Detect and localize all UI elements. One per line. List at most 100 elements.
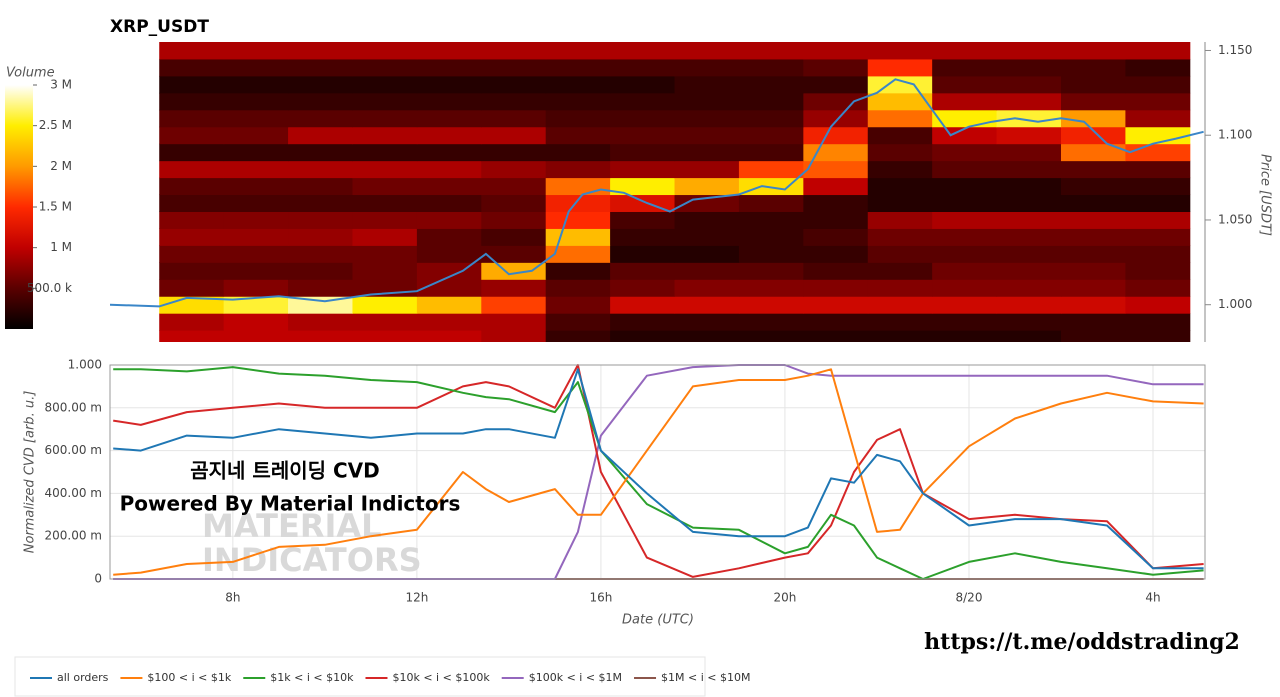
heat-cell [674, 42, 740, 60]
heat-cell [545, 211, 611, 229]
heat-cell [867, 211, 933, 229]
heat-cell [932, 42, 998, 60]
heat-cell [867, 58, 933, 77]
heat-cell [352, 245, 418, 263]
heat-cell [416, 92, 482, 111]
heat-cell [610, 262, 676, 280]
heat-cell [803, 279, 869, 297]
heat-cell [481, 194, 547, 212]
heat-cell [1060, 177, 1126, 196]
heat-cell [1125, 296, 1191, 314]
heat-cell [803, 92, 869, 111]
heat-cell [416, 58, 482, 77]
heat-cell [867, 177, 933, 196]
y-tick-label: 1.000 [68, 358, 102, 372]
heat-cell [159, 177, 225, 196]
x-tick-label: 12h [405, 591, 428, 605]
heat-cell [1125, 92, 1191, 111]
heat-cell [223, 296, 289, 314]
heat-cell [1125, 143, 1191, 162]
heat-cell [610, 143, 676, 162]
legend-label: $10k < i < $100k [392, 671, 490, 684]
heat-cell [223, 211, 289, 229]
heat-cell [416, 194, 482, 212]
heat-cell [288, 296, 353, 314]
heat-cell [1125, 211, 1191, 229]
heat-cell [1060, 245, 1126, 263]
heat-cell [416, 75, 482, 94]
heat-cell [996, 58, 1062, 77]
colorbar-tick-label: 3 M [50, 78, 72, 92]
heat-cell [1060, 92, 1126, 111]
heat-cell [932, 296, 998, 314]
legend-label: $1M < i < $10M [661, 671, 750, 684]
heat-cell [545, 330, 611, 342]
heat-cell [288, 109, 353, 128]
heat-cell [1125, 75, 1191, 94]
heat-cell [223, 330, 289, 342]
heat-cell [481, 143, 547, 162]
heat-cell [1060, 75, 1126, 94]
x-tick-label: 4h [1145, 591, 1160, 605]
heat-cell [223, 228, 289, 246]
heat-cell [545, 126, 611, 145]
heat-cell [996, 109, 1062, 128]
heat-cell [610, 177, 676, 196]
heat-cell [352, 92, 418, 111]
heat-cell [352, 109, 418, 128]
y-tick-label: 400.00 m [45, 486, 103, 500]
heat-cell [159, 330, 225, 342]
heat-cell [867, 279, 933, 297]
heat-cell [352, 177, 418, 196]
heat-cell [738, 160, 804, 179]
heat-cell [738, 92, 804, 111]
heat-cell [159, 245, 225, 263]
heat-cell [932, 330, 998, 342]
heat-cell [416, 42, 482, 60]
heat-cell [996, 262, 1062, 280]
heat-cell [159, 75, 225, 94]
heat-cell [481, 177, 547, 196]
heat-cell [223, 279, 289, 297]
link[interactable]: https://t.me/oddstrading2 [924, 629, 1240, 655]
heat-cell [416, 330, 482, 342]
heat-cell [867, 126, 933, 145]
heat-cell [223, 177, 289, 196]
heat-cell [288, 245, 353, 263]
heat-cell [159, 194, 225, 212]
annotation: Powered By Material Indictors [120, 492, 461, 516]
heat-cell [1125, 330, 1191, 342]
price-line [110, 78, 1204, 308]
heat-cell [288, 92, 353, 111]
heat-cell [610, 296, 676, 314]
heat-cell [674, 211, 740, 229]
heat-cell [803, 126, 869, 145]
heat-cell [867, 296, 933, 314]
heat-cell [1125, 109, 1191, 128]
heat-cell [481, 211, 547, 229]
heat-cell [545, 160, 611, 179]
heat-cell [867, 42, 933, 60]
heat-cell [1125, 194, 1191, 212]
heat-cell [738, 211, 804, 229]
y-tick-label: 600.00 m [45, 443, 103, 457]
heatmap-area [110, 42, 1204, 342]
heat-cell [932, 194, 998, 212]
heat-cell [932, 75, 998, 94]
heat-cell [223, 42, 289, 60]
heat-cell [223, 92, 289, 111]
heat-cell [996, 245, 1062, 263]
heat-cell [867, 109, 933, 128]
y-tick-label: 1.050 [1218, 212, 1252, 226]
heat-cell [610, 75, 676, 94]
heat-cell [352, 160, 418, 179]
heat-cell [803, 75, 869, 94]
heat-cell [481, 160, 547, 179]
x-tick-label: 8/20 [956, 591, 983, 605]
heat-cell [867, 313, 933, 331]
heat-cell [416, 126, 482, 145]
heat-cell [352, 143, 418, 162]
heat-cell [416, 279, 482, 297]
heat-cell [288, 160, 353, 179]
heat-cell [803, 109, 869, 128]
